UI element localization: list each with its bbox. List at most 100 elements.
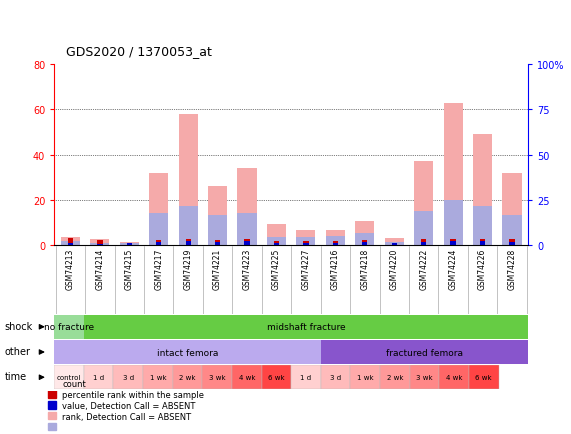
Text: GSM74220: GSM74220 [390, 249, 399, 290]
Text: other: other [5, 346, 30, 356]
Text: GSM74217: GSM74217 [154, 249, 163, 290]
Bar [48, 423, 57, 430]
Text: 2 wk: 2 wk [387, 375, 403, 380]
Bar [414, 162, 433, 245]
Bar [127, 243, 132, 245]
Bar [509, 240, 514, 245]
Text: 3 d: 3 d [123, 375, 134, 380]
Text: 6 wk: 6 wk [476, 375, 492, 380]
Text: GSM74225: GSM74225 [272, 249, 281, 290]
Bar [274, 243, 279, 245]
Text: GSM74221: GSM74221 [213, 249, 222, 289]
Text: midshaft fracture: midshaft fracture [267, 322, 345, 332]
Text: 4 wk: 4 wk [239, 375, 255, 380]
Bar [321, 340, 528, 364]
Bar [149, 214, 168, 245]
Text: 1 d: 1 d [93, 375, 104, 380]
Text: GSM74215: GSM74215 [125, 249, 134, 290]
Bar [410, 365, 439, 389]
Bar [68, 238, 73, 245]
Bar [48, 391, 57, 398]
Bar [480, 240, 485, 245]
Bar [296, 230, 316, 245]
Text: rank, Detection Call = ABSENT: rank, Detection Call = ABSENT [62, 412, 191, 421]
Bar [54, 365, 84, 389]
Text: 1 d: 1 d [300, 375, 312, 380]
Bar [473, 135, 492, 245]
Text: 3 wk: 3 wk [416, 375, 433, 380]
Bar [244, 240, 250, 245]
Bar [215, 243, 220, 245]
Bar [215, 241, 220, 245]
Text: 1 wk: 1 wk [357, 375, 373, 380]
Bar [179, 207, 198, 245]
Bar [208, 216, 227, 245]
Bar [267, 225, 286, 245]
Bar [186, 242, 191, 245]
Bar [120, 243, 139, 245]
Text: GSM74214: GSM74214 [95, 249, 104, 290]
Bar [392, 243, 397, 245]
Bar [321, 365, 351, 389]
Bar [296, 237, 316, 245]
Bar [61, 237, 80, 245]
Bar [444, 200, 463, 245]
Bar [355, 234, 375, 245]
Bar [90, 243, 110, 245]
Text: count: count [62, 379, 86, 388]
Bar [48, 412, 57, 419]
Bar [97, 240, 103, 245]
Bar [179, 115, 198, 245]
Bar [97, 244, 103, 245]
Text: GSM74228: GSM74228 [508, 249, 517, 289]
Text: control: control [57, 375, 81, 380]
Bar [202, 365, 232, 389]
Bar [392, 243, 397, 245]
Text: GSM74213: GSM74213 [66, 249, 75, 290]
Bar [502, 216, 521, 245]
Text: fractured femora: fractured femora [386, 348, 463, 357]
Bar [451, 240, 456, 245]
Bar [232, 365, 262, 389]
Bar [186, 240, 191, 245]
Text: GDS2020 / 1370053_at: GDS2020 / 1370053_at [66, 46, 211, 58]
Bar [120, 243, 139, 245]
Text: GSM74227: GSM74227 [301, 249, 311, 290]
Bar [262, 365, 291, 389]
Text: GSM74216: GSM74216 [331, 249, 340, 290]
Bar [362, 241, 368, 245]
Text: no fracture: no fracture [44, 322, 94, 332]
Bar [149, 173, 168, 245]
Bar [291, 365, 321, 389]
Bar [333, 243, 338, 245]
Bar [380, 365, 410, 389]
Bar [362, 243, 368, 245]
Bar [385, 243, 404, 245]
Bar [303, 242, 308, 245]
Bar [326, 230, 345, 245]
Bar [84, 365, 114, 389]
Bar [208, 187, 227, 245]
Bar [509, 243, 514, 245]
Bar [156, 241, 162, 245]
Bar [238, 169, 256, 245]
Text: intact femora: intact femora [157, 348, 218, 357]
Bar [156, 243, 162, 245]
Bar [54, 315, 84, 339]
Bar [173, 365, 202, 389]
Bar [444, 103, 463, 245]
Text: GSM74226: GSM74226 [478, 249, 487, 290]
Text: GSM74223: GSM74223 [243, 249, 252, 290]
Bar [238, 214, 256, 245]
Bar [385, 238, 404, 245]
Bar [54, 340, 321, 364]
Text: GSM74219: GSM74219 [184, 249, 192, 290]
Text: shock: shock [5, 321, 33, 331]
Bar [355, 222, 375, 245]
Text: GSM74218: GSM74218 [360, 249, 369, 289]
Bar [502, 173, 521, 245]
Text: 2 wk: 2 wk [179, 375, 196, 380]
Text: GSM74222: GSM74222 [419, 249, 428, 289]
Bar [469, 365, 498, 389]
Text: time: time [5, 371, 26, 381]
